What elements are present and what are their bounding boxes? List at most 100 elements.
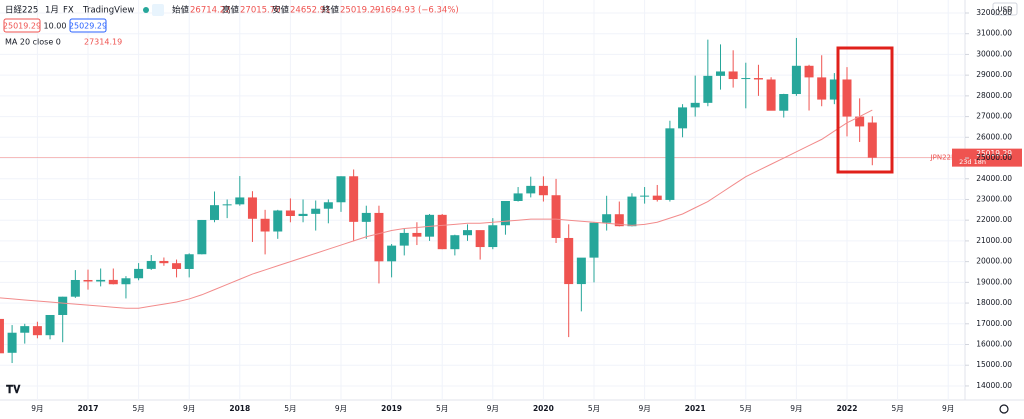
x-tick-label: 5月 xyxy=(588,404,600,413)
candle-body xyxy=(336,176,346,203)
candle-body xyxy=(260,218,270,232)
candle-body xyxy=(96,279,106,282)
candle-body xyxy=(374,212,384,262)
candle-body xyxy=(247,197,257,219)
candle-body xyxy=(513,193,523,201)
x-tick-label: 9月 xyxy=(638,404,650,413)
candle-body xyxy=(20,326,30,333)
price-tag-countdown: 23d 18h xyxy=(959,158,986,166)
candle-body xyxy=(298,213,308,217)
candle-body xyxy=(538,185,548,196)
y-tick-label: 20000.00 xyxy=(976,257,1012,266)
y-tick-label: 22000.00 xyxy=(976,215,1012,224)
candle-body xyxy=(500,200,510,226)
candle-body xyxy=(273,210,283,232)
candle-body xyxy=(576,257,586,285)
candle-body xyxy=(349,176,359,222)
candle-body xyxy=(804,65,814,78)
y-tick-label: 14000.00 xyxy=(976,381,1012,390)
x-tick-label: 5月 xyxy=(132,404,144,413)
x-tick-label: 9月 xyxy=(183,404,195,413)
candle-body xyxy=(32,326,42,336)
candle-body xyxy=(7,332,17,353)
candle-body xyxy=(146,260,156,269)
price-tag-symbol: JPN225 xyxy=(930,154,956,162)
open-value: 26714.22 xyxy=(190,6,231,16)
x-tick-label: 9月 xyxy=(942,404,954,413)
currency-button[interactable] xyxy=(992,2,1018,16)
y-tick-label: 32000.00 xyxy=(976,8,1012,17)
open-label: 始値 xyxy=(172,5,190,16)
candle-body xyxy=(159,260,169,264)
ask-button[interactable] xyxy=(69,18,107,33)
change-value: −1694.93 (−6.34%) xyxy=(373,6,459,16)
y-tick-label: 27000.00 xyxy=(976,112,1012,121)
candle-body xyxy=(399,232,409,246)
price-tag-box xyxy=(952,148,966,167)
candle-body xyxy=(463,230,472,236)
y-tick-label: 16000.00 xyxy=(976,340,1012,349)
low-value: 24652.91 xyxy=(290,6,331,16)
candle-body xyxy=(678,107,688,129)
candle-body xyxy=(387,245,397,262)
x-tick-label: 5月 xyxy=(740,404,752,413)
candle-body xyxy=(627,196,637,227)
candle-body xyxy=(197,219,207,255)
candle-body xyxy=(235,197,245,205)
candle-body xyxy=(58,296,68,315)
low-label: 安値 xyxy=(272,5,290,16)
candle-body xyxy=(45,314,55,336)
settings-icon[interactable] xyxy=(999,404,1009,414)
bid-button[interactable] xyxy=(3,18,41,33)
candle-body xyxy=(614,214,624,227)
highlight-box xyxy=(836,46,894,174)
candle-body xyxy=(855,116,865,127)
ma-label: MA 20 close 0 xyxy=(5,38,61,47)
x-tick-label: 2019 xyxy=(381,404,402,413)
candle-body xyxy=(0,318,4,354)
candle-body xyxy=(652,195,662,200)
candle-body xyxy=(83,279,93,282)
candle-body xyxy=(488,225,498,248)
candle-body xyxy=(172,263,182,269)
close-label: 終値 xyxy=(322,5,340,16)
brand: TradingView xyxy=(82,6,134,16)
candle-body xyxy=(222,204,232,206)
close-value: 25019.29 xyxy=(340,6,381,16)
ma-line xyxy=(0,109,873,309)
candle-body xyxy=(602,214,612,223)
y-tick-label: 31000.00 xyxy=(976,29,1012,38)
y-tick-label: 17000.00 xyxy=(976,319,1012,328)
candle-body xyxy=(589,222,599,258)
ma-value: 27314.19 xyxy=(84,38,122,47)
interval: 1月 xyxy=(45,6,59,16)
y-tick-label: 23000.00 xyxy=(976,194,1012,203)
high-value: 27015.70 xyxy=(240,6,281,16)
candle-body xyxy=(70,279,80,297)
y-tick-label: 25000.00 xyxy=(976,153,1012,162)
x-tick-label: 9月 xyxy=(31,404,43,413)
candle-body xyxy=(412,232,422,237)
candle-body xyxy=(741,78,751,80)
x-tick-label: 9月 xyxy=(790,404,802,413)
candle-body xyxy=(867,122,877,158)
candle-body xyxy=(121,278,131,285)
y-tick-label: 30000.00 xyxy=(976,49,1012,58)
y-tick-label: 29000.00 xyxy=(976,70,1012,79)
status-icon[interactable] xyxy=(152,4,164,16)
x-tick-label: 5月 xyxy=(891,404,903,413)
x-tick-label: 2021 xyxy=(685,404,706,413)
y-tick-label: 28000.00 xyxy=(976,91,1012,100)
candle-body xyxy=(791,65,801,95)
x-tick-label: 2020 xyxy=(533,404,554,413)
candle-body xyxy=(361,212,371,222)
candle-body xyxy=(311,208,321,214)
y-tick-label: 15000.00 xyxy=(976,360,1012,369)
tv-logo: 𝐓𝐕 xyxy=(6,383,21,396)
candle-body xyxy=(640,195,650,197)
y-tick-label: 21000.00 xyxy=(976,236,1012,245)
candle-body xyxy=(728,71,738,80)
x-tick-label: 2017 xyxy=(78,404,99,413)
